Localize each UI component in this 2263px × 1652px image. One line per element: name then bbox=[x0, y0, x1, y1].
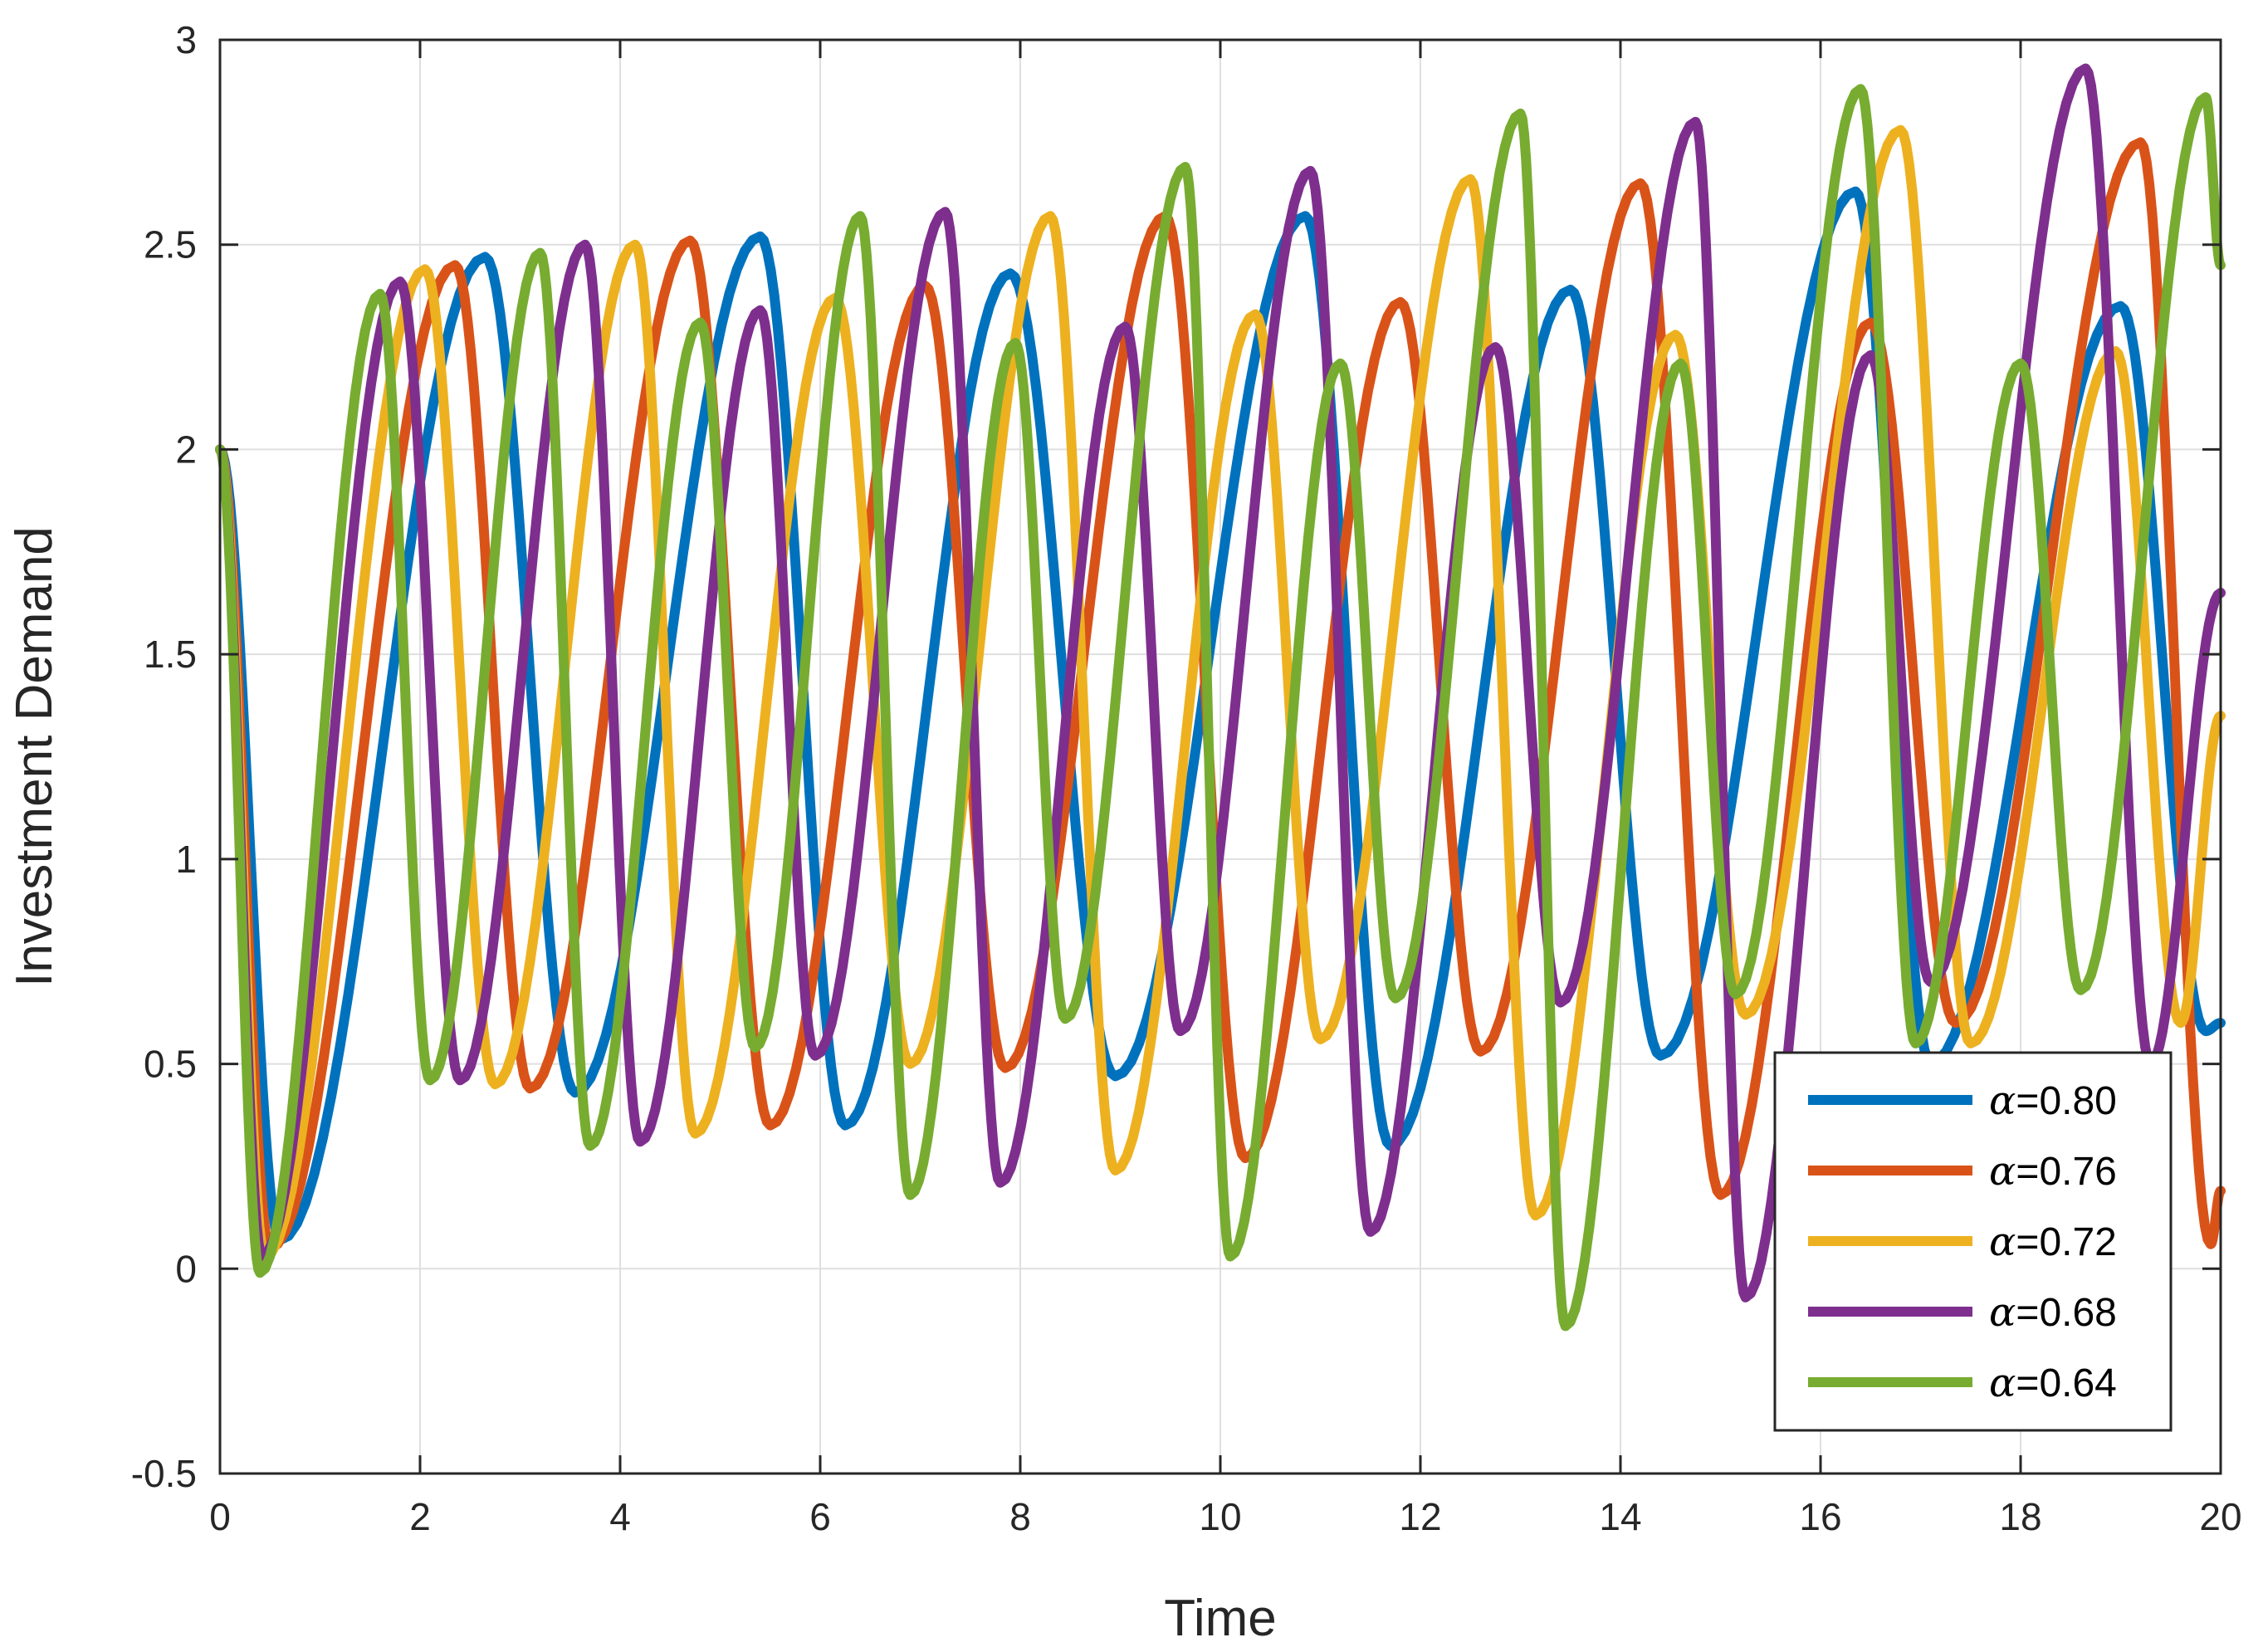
legend-value: =0.76 bbox=[2016, 1150, 2116, 1194]
x-tick-label: 4 bbox=[609, 1495, 631, 1538]
x-tick-label: 6 bbox=[809, 1495, 831, 1538]
x-tick-label: 14 bbox=[1599, 1495, 1641, 1538]
legend-alpha-symbol: α bbox=[1989, 1360, 2016, 1406]
legend: α=0.80α=0.76α=0.72α=0.68α=0.64 bbox=[1773, 1051, 2173, 1432]
y-tick-label: 2 bbox=[175, 428, 197, 471]
legend-value: =0.68 bbox=[2016, 1291, 2116, 1335]
legend-label: α=0.64 bbox=[1989, 1360, 2117, 1406]
legend-label: α=0.76 bbox=[1989, 1148, 2117, 1195]
y-axis-label: Investment Demand bbox=[6, 526, 63, 987]
x-tick-label: 10 bbox=[1199, 1495, 1241, 1538]
series-line-2 bbox=[215, 137, 2226, 1254]
y-tick-label: 0 bbox=[175, 1247, 197, 1290]
x-tick-label: 20 bbox=[2199, 1495, 2241, 1538]
legend-label: α=0.72 bbox=[1989, 1219, 2117, 1265]
series-line-5 bbox=[215, 84, 2226, 1332]
ticks bbox=[218, 38, 2222, 1475]
series-layer bbox=[215, 63, 2226, 1332]
series-line-3 bbox=[215, 125, 2226, 1262]
x-tick-label: 0 bbox=[209, 1495, 231, 1538]
x-tick-label: 2 bbox=[409, 1495, 431, 1538]
legend-label: α=0.80 bbox=[1989, 1078, 2117, 1124]
x-tick-label: 8 bbox=[1009, 1495, 1031, 1538]
legend-value: =0.72 bbox=[2016, 1220, 2116, 1264]
y-tick-label: 1 bbox=[175, 838, 197, 881]
legend-alpha-symbol: α bbox=[1989, 1148, 2016, 1195]
legend-value: =0.80 bbox=[2016, 1079, 2116, 1123]
y-tick-label: 3 bbox=[175, 18, 197, 61]
legend-alpha-symbol: α bbox=[1989, 1219, 2016, 1265]
y-tick-label: 2.5 bbox=[144, 223, 197, 266]
legend-alpha-symbol: α bbox=[1989, 1078, 2016, 1124]
x-axis-label: Time bbox=[1164, 1590, 1276, 1647]
legend-alpha-symbol: α bbox=[1989, 1289, 2016, 1336]
tick-labels: 0 2 4 6 8 10 12 14 16 18 20 -0.5 0 0.5 1 1.5 2 2.5 3 bbox=[131, 18, 2242, 1538]
legend-value: =0.64 bbox=[2016, 1361, 2116, 1405]
x-tick-label: 12 bbox=[1399, 1495, 1441, 1538]
legend-label: α=0.68 bbox=[1989, 1289, 2117, 1336]
x-tick-label: 16 bbox=[1799, 1495, 1841, 1538]
y-tick-label: 1.5 bbox=[144, 633, 197, 676]
y-tick-label: 0.5 bbox=[144, 1043, 197, 1086]
x-tick-label: 18 bbox=[1999, 1495, 2041, 1538]
y-tick-label: -0.5 bbox=[131, 1452, 197, 1495]
